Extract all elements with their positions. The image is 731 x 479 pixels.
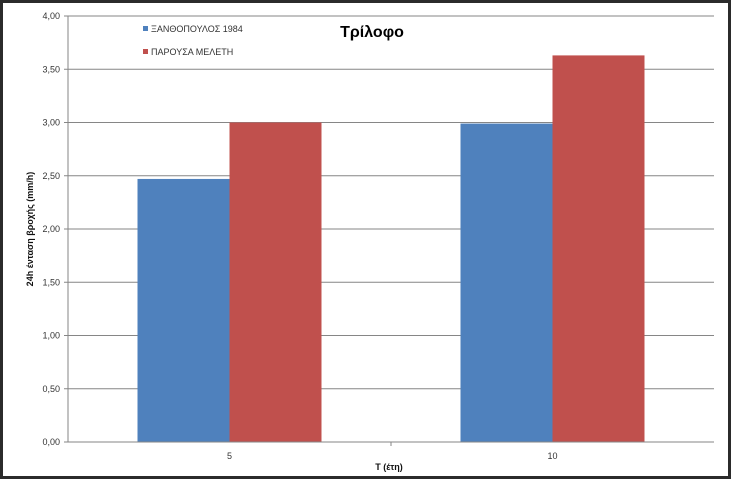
y-tick-label: 2,00 bbox=[42, 224, 60, 234]
bar-series-2-cat-10 bbox=[552, 55, 645, 442]
bar-series-1-cat-10 bbox=[460, 123, 553, 442]
x-tick-label: 5 bbox=[227, 451, 232, 461]
y-tick-label: 3,50 bbox=[42, 64, 60, 74]
bar-series-1-cat-5 bbox=[137, 178, 230, 442]
legend-label-series-2: ΠΑΡΟΥΣΑ ΜΕΛΕΤΗ bbox=[151, 47, 233, 57]
legend-label-series-1: ΞΑΝΘΟΠΟΥΛΟΣ 1984 bbox=[151, 24, 243, 34]
y-tick-label: 2,50 bbox=[42, 171, 60, 181]
y-tick-label: 0,00 bbox=[42, 437, 60, 447]
axes bbox=[67, 16, 714, 443]
x-tick-labels: 5 10 bbox=[227, 451, 558, 461]
chart-title: Τρίλοφο bbox=[340, 24, 404, 41]
legend-swatch-series-1 bbox=[143, 26, 148, 31]
bar-chart: 0,00 0,50 1,00 1,50 2,00 2,50 3,00 3,50 4,00 5 10… bbox=[25, 11, 714, 472]
y-tick-label: 4,00 bbox=[42, 11, 60, 21]
bar-series-2-cat-5 bbox=[229, 122, 322, 442]
legend: ΞΑΝΘΟΠΟΥΛΟΣ 1984 ΠΑΡΟΥΣΑ ΜΕΛΕΤΗ bbox=[143, 24, 243, 57]
x-axis-title: T (έτη) bbox=[375, 462, 403, 472]
bars bbox=[137, 55, 645, 442]
legend-swatch-series-2 bbox=[143, 49, 148, 54]
y-tick-label: 0,50 bbox=[42, 384, 60, 394]
y-tick-label: 1,50 bbox=[42, 277, 60, 287]
y-tick-label: 3,00 bbox=[42, 118, 60, 128]
y-axis-title: 24h ένταση βροχής (mm/h) bbox=[25, 172, 35, 287]
x-tick-label: 10 bbox=[547, 451, 557, 461]
y-tick-label: 1,00 bbox=[42, 331, 60, 341]
y-tick-labels: 0,00 0,50 1,00 1,50 2,00 2,50 3,00 3,50 4,00 bbox=[42, 11, 60, 447]
